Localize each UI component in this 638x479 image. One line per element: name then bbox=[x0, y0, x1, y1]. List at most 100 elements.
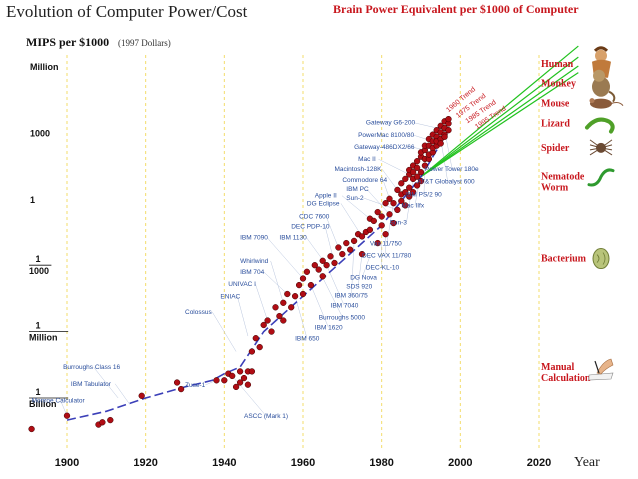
data-point bbox=[323, 262, 330, 269]
data-point bbox=[382, 231, 389, 238]
data-point bbox=[280, 317, 287, 324]
x-tick-label: 1920 bbox=[133, 457, 157, 469]
data-point bbox=[240, 374, 248, 382]
leader-line bbox=[341, 195, 371, 219]
data-point bbox=[291, 293, 299, 300]
data-point bbox=[378, 222, 385, 229]
y-axis-label: MIPS per $1000 bbox=[26, 35, 109, 49]
computer-label: Whirlwind bbox=[240, 258, 269, 265]
data-point bbox=[177, 385, 185, 393]
spider-leg-shape bbox=[600, 147, 613, 151]
leader-line bbox=[326, 216, 339, 248]
data-point bbox=[173, 379, 181, 386]
data-point bbox=[394, 186, 401, 194]
data-point bbox=[229, 372, 236, 380]
y-tick-text: 1000 bbox=[30, 128, 50, 138]
computer-label: CDC 7600 bbox=[299, 214, 330, 221]
y-tick-denominator: Billion bbox=[29, 399, 57, 409]
computer-label: IBM 7040 bbox=[331, 302, 359, 309]
mouse-body-shape bbox=[590, 98, 612, 109]
data-point bbox=[319, 273, 326, 280]
data-point bbox=[406, 193, 413, 200]
data-point bbox=[402, 175, 409, 183]
data-point bbox=[358, 233, 366, 240]
computer-label: Gateway G6-200 bbox=[366, 120, 416, 127]
y-tick-text: Million bbox=[30, 62, 59, 72]
y-tick-label: 1 Billion bbox=[29, 387, 69, 409]
leader-line bbox=[93, 367, 119, 399]
computer-label: UNIVAC I bbox=[228, 281, 256, 288]
computer-label: DEC-KL-10 bbox=[366, 265, 400, 272]
data-point bbox=[256, 343, 263, 351]
data-point bbox=[339, 250, 346, 258]
human-head-shape bbox=[595, 49, 607, 62]
data-point bbox=[295, 281, 303, 289]
spider-leg-shape bbox=[600, 139, 613, 149]
x-tick-label: 1940 bbox=[212, 457, 236, 469]
data-point bbox=[335, 244, 342, 251]
computer-label: IBM 7090 bbox=[240, 235, 268, 242]
creature-label: Bacterium bbox=[541, 254, 587, 265]
data-point bbox=[107, 416, 114, 424]
leader-line bbox=[361, 256, 371, 278]
label-leader-lines bbox=[60, 122, 453, 417]
data-point bbox=[236, 368, 244, 375]
leader-line bbox=[357, 254, 363, 287]
pen-shape bbox=[594, 360, 600, 374]
data-point bbox=[236, 379, 244, 386]
computer-label: ENIAC bbox=[220, 293, 240, 300]
data-point bbox=[303, 268, 311, 275]
data-point bbox=[244, 381, 252, 388]
spider-leg-shape bbox=[589, 139, 602, 149]
computer-label: Mac II bbox=[358, 156, 376, 163]
x-tick-label: 2020 bbox=[527, 457, 551, 469]
data-point bbox=[299, 290, 307, 298]
data-point bbox=[421, 162, 429, 169]
computer-label: Burroughs Class 16 bbox=[63, 364, 120, 371]
computer-label: Zuse-1 bbox=[185, 382, 206, 389]
data-point bbox=[406, 184, 413, 191]
creature-label: Spider bbox=[541, 143, 570, 154]
data-point bbox=[390, 219, 397, 227]
y-axis-note: (1997 Dollars) bbox=[118, 38, 171, 48]
data-point bbox=[99, 419, 106, 426]
data-point bbox=[390, 200, 397, 207]
human-hair-shape bbox=[593, 46, 609, 52]
data-point bbox=[374, 208, 381, 216]
leader-line bbox=[406, 178, 414, 223]
monkey-icon bbox=[592, 69, 616, 103]
x-tick-label: 1900 bbox=[55, 457, 79, 469]
leader-line bbox=[270, 260, 284, 303]
computer-label: DG Eclipse bbox=[307, 200, 340, 207]
computer-label: PowerMac 8100/80 bbox=[358, 132, 414, 139]
computer-label: Gateway-486DX2/66 bbox=[354, 144, 415, 151]
data-point bbox=[276, 312, 283, 320]
trend-line bbox=[420, 56, 579, 178]
y-tick-text: 1 bbox=[30, 195, 35, 205]
leader-line bbox=[263, 271, 288, 295]
data-point bbox=[28, 425, 35, 433]
computer-label: Monroe Calculator bbox=[32, 397, 86, 404]
data-point bbox=[307, 281, 315, 289]
y-tick-denominator: Million bbox=[29, 333, 58, 343]
data-point bbox=[232, 383, 240, 391]
mouse-tail-shape bbox=[610, 102, 624, 106]
leader-line bbox=[294, 296, 308, 339]
data-point bbox=[252, 335, 259, 342]
data-point bbox=[358, 250, 366, 258]
computer-label: DEC PDP-10 bbox=[291, 224, 330, 231]
creature-label: Lizard bbox=[541, 119, 570, 130]
monkey-body-shape bbox=[592, 76, 610, 97]
computer-label: Power Tower 180e bbox=[425, 166, 479, 173]
computer-label: Sun-2 bbox=[346, 195, 364, 202]
hand-writing-icon bbox=[588, 358, 614, 381]
computer-labels: Gateway G6-200 PowerMac 8100/80 Gateway-48… bbox=[32, 120, 479, 420]
creature-label: Monkey bbox=[541, 79, 576, 90]
data-point bbox=[398, 180, 405, 187]
spider-leg-shape bbox=[589, 147, 602, 151]
data-point bbox=[331, 259, 338, 267]
leader-line bbox=[340, 203, 363, 237]
x-axis-label: Year bbox=[574, 455, 600, 470]
creature-entry: Spider bbox=[541, 139, 613, 156]
data-point bbox=[248, 348, 256, 355]
